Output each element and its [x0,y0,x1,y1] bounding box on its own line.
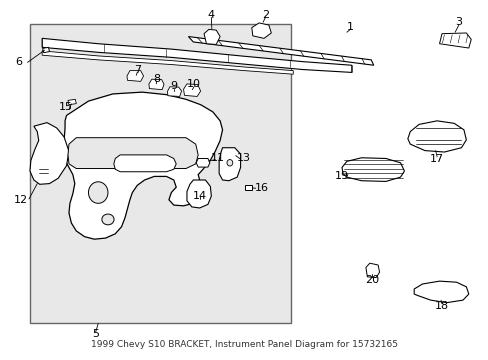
Text: 9: 9 [170,81,177,91]
Polygon shape [30,123,69,184]
Polygon shape [68,138,198,168]
Text: 8: 8 [153,73,160,84]
Polygon shape [219,148,240,181]
Ellipse shape [102,214,114,225]
Polygon shape [251,23,271,39]
Polygon shape [127,71,143,81]
Polygon shape [186,180,211,208]
Text: 15: 15 [59,102,72,112]
Text: 7: 7 [133,65,141,75]
Text: 11: 11 [210,153,224,163]
Text: 1: 1 [346,22,354,32]
Text: 14: 14 [192,191,206,201]
Polygon shape [42,51,293,74]
Text: 2: 2 [262,10,268,20]
Text: 5: 5 [92,329,99,339]
Polygon shape [341,158,404,181]
Polygon shape [149,79,163,90]
Text: 18: 18 [434,301,448,311]
Text: 16: 16 [254,183,268,193]
Polygon shape [365,263,379,278]
Text: 20: 20 [365,275,379,285]
Text: 10: 10 [187,79,201,89]
Text: 3: 3 [455,17,462,27]
Polygon shape [413,281,468,303]
Text: 12: 12 [14,195,28,205]
Polygon shape [42,47,49,53]
Polygon shape [183,84,200,96]
Polygon shape [68,99,76,105]
Bar [30,24,290,323]
Polygon shape [114,155,176,172]
Ellipse shape [88,182,108,203]
Text: 1999 Chevy S10 BRACKET, Instrument Panel Diagram for 15732165: 1999 Chevy S10 BRACKET, Instrument Panel… [91,340,397,349]
Polygon shape [407,121,466,152]
Text: 13: 13 [236,153,250,163]
Polygon shape [203,30,220,44]
Polygon shape [42,39,351,72]
Polygon shape [63,92,222,239]
Polygon shape [439,33,470,48]
Polygon shape [244,185,251,190]
Ellipse shape [226,159,232,166]
Polygon shape [188,37,373,65]
Polygon shape [167,87,181,96]
Text: 6: 6 [16,57,22,67]
Polygon shape [196,158,209,167]
Text: 4: 4 [207,10,214,20]
Text: 17: 17 [429,154,443,164]
Text: 19: 19 [334,171,348,181]
